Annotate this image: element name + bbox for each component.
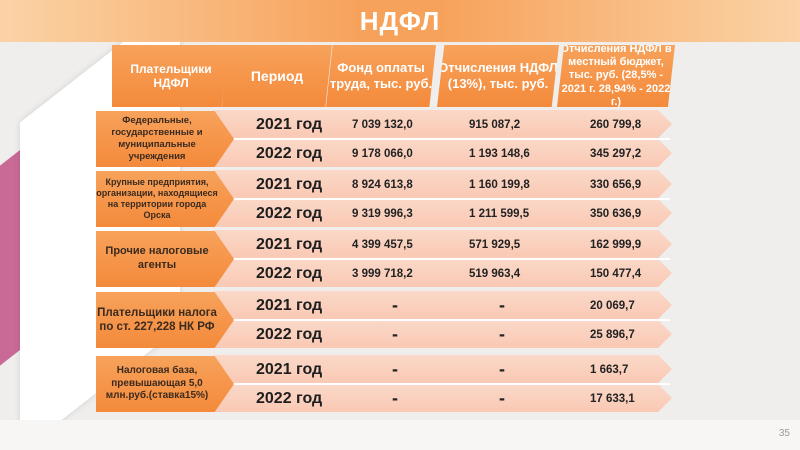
page-number: 35 xyxy=(778,428,790,439)
header-payers: Плательщики НДФЛ xyxy=(112,45,230,107)
header-local-budget: Отчисления НДФЛ в местный бюджет, тыс. р… xyxy=(557,45,675,107)
local-budget-cell: 20 069,7 xyxy=(590,299,635,312)
category-federal: Федеральные, государственные и муниципал… xyxy=(96,111,234,167)
fund-cell: 7 039 132,0 xyxy=(352,118,413,131)
fund-cell: 9 319 996,3 xyxy=(352,207,413,220)
table-row xyxy=(214,259,672,287)
local-budget-cell: 1 663,7 xyxy=(590,363,629,376)
ndfl-cell: - xyxy=(499,388,505,408)
ndfl-cell: 1 211 599,5 xyxy=(469,207,530,220)
local-budget-cell: 17 633,1 xyxy=(590,392,635,405)
page-title: НДФЛ xyxy=(359,5,441,36)
row-separator xyxy=(214,319,670,321)
period-cell: 2021 год xyxy=(256,115,323,133)
ndfl-cell: 571 929,5 xyxy=(469,238,521,251)
table-row xyxy=(214,291,672,319)
period-cell: 2021 год xyxy=(256,175,323,193)
ndfl-cell: 1 193 148,6 xyxy=(469,147,530,160)
category-article-227-228: Плательщики налога по ст. 227,228 НК РФ xyxy=(96,292,234,348)
period-cell: 2021 год xyxy=(256,296,323,314)
fund-cell: - xyxy=(392,295,398,315)
local-budget-cell: 345 297,2 xyxy=(590,147,642,160)
period-cell: 2021 год xyxy=(256,235,323,253)
local-budget-cell: 260 799,8 xyxy=(590,118,642,131)
row-separator xyxy=(214,198,670,200)
period-cell: 2022 год xyxy=(256,264,323,282)
category-high-income: Налоговая база, превышающая 5,0 млн.руб.… xyxy=(96,356,234,412)
fund-cell: 9 178 066,0 xyxy=(352,147,413,160)
fund-cell: - xyxy=(392,324,398,344)
category-large-enterprises: Крупные предприятия, организации, находя… xyxy=(96,171,234,227)
ndfl-cell: 1 160 199,8 xyxy=(469,178,530,191)
fund-cell: 4 399 457,5 xyxy=(352,238,413,251)
period-cell: 2022 год xyxy=(256,325,323,343)
table-row xyxy=(214,355,672,383)
fund-cell: 3 999 718,2 xyxy=(352,267,413,280)
table-row xyxy=(214,320,672,348)
header-fund: Фонд оплаты труда, тыс. руб. xyxy=(326,45,436,107)
title-bar: НДФЛ xyxy=(0,0,800,42)
table-row xyxy=(214,199,672,227)
local-budget-cell: 330 656,9 xyxy=(590,178,642,191)
local-budget-cell: 350 636,9 xyxy=(590,207,642,220)
period-cell: 2022 год xyxy=(256,204,323,222)
ndfl-cell: 915 087,2 xyxy=(469,118,521,131)
fund-cell: 8 924 613,8 xyxy=(352,178,413,191)
ndfl-cell: 519 963,4 xyxy=(469,267,521,280)
period-cell: 2022 год xyxy=(256,144,323,162)
ndfl-cell: - xyxy=(499,295,505,315)
row-separator xyxy=(214,138,670,140)
footer-strip xyxy=(0,420,800,450)
ndfl-cell: - xyxy=(499,324,505,344)
table-row xyxy=(214,384,672,412)
table-row xyxy=(214,230,672,258)
table-row xyxy=(214,170,672,198)
local-budget-cell: 150 477,4 xyxy=(590,267,642,280)
period-cell: 2021 год xyxy=(256,360,323,378)
local-budget-cell: 162 999,9 xyxy=(590,238,642,251)
row-separator xyxy=(214,383,670,385)
table-row xyxy=(214,110,672,138)
row-separator xyxy=(214,258,670,260)
fund-cell: - xyxy=(392,388,398,408)
category-other-agents: Прочие налоговые агенты xyxy=(96,231,234,287)
header-ndfl: Отчисления НДФЛ (13%), тыс. руб. xyxy=(437,45,559,107)
fund-cell: - xyxy=(392,359,398,379)
local-budget-cell: 25 896,7 xyxy=(590,328,635,341)
ndfl-cell: - xyxy=(499,359,505,379)
period-cell: 2022 год xyxy=(256,389,323,407)
header-period: Период xyxy=(222,45,332,107)
table-row xyxy=(214,139,672,167)
